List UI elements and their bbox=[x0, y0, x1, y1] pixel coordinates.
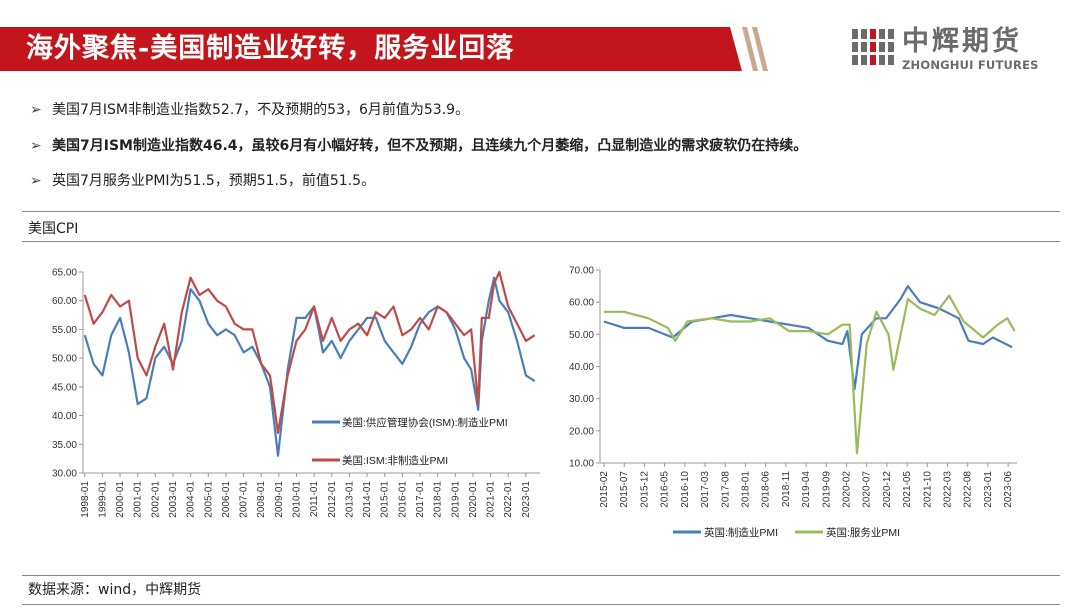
x-tick-label: 2015-01 bbox=[380, 481, 391, 518]
x-tick-label: 2016-05 bbox=[660, 471, 671, 508]
divider bbox=[22, 211, 1060, 212]
y-tick-label: 45.00 bbox=[52, 382, 77, 393]
x-tick-label: 2018-01 bbox=[433, 481, 444, 518]
x-tick-label: 2009-01 bbox=[274, 481, 285, 518]
x-tick-label: 2013-01 bbox=[344, 481, 355, 518]
series-line bbox=[603, 294, 1016, 455]
x-tick-label: 2015-07 bbox=[619, 471, 630, 508]
x-tick-label: 2014-01 bbox=[362, 481, 373, 518]
x-tick-label: 2023-01 bbox=[983, 471, 994, 508]
x-tick-label: 2019-01 bbox=[450, 481, 461, 518]
y-tick-label: 60.00 bbox=[52, 296, 77, 307]
x-tick-label: 1998-01 bbox=[80, 481, 91, 518]
logo-text-cn: 中辉期货 bbox=[902, 26, 1022, 57]
x-tick-label: 2017-01 bbox=[415, 481, 426, 518]
logo-text-en: ZHONGHUI FUTURES bbox=[902, 58, 1039, 72]
legend-label: 美国:供应管理协会(ISM):制造业PMI bbox=[342, 416, 508, 429]
x-tick-label: 2016-01 bbox=[397, 481, 408, 518]
x-tick-label: 2000-01 bbox=[115, 481, 126, 518]
x-tick-label: 2018-01 bbox=[740, 471, 751, 508]
x-tick-label: 2015-02 bbox=[599, 471, 610, 508]
x-tick-label: 2002-01 bbox=[150, 481, 161, 518]
x-tick-label: 2022-03 bbox=[943, 471, 954, 508]
x-tick-label: 2020-01 bbox=[468, 481, 479, 518]
x-tick-label: 2017-08 bbox=[720, 471, 731, 508]
x-tick-label: 2003-01 bbox=[168, 481, 179, 518]
y-tick-label: 40.00 bbox=[569, 362, 594, 373]
series-line bbox=[83, 270, 536, 434]
x-tick-label: 2023-01 bbox=[521, 481, 532, 518]
x-tick-label: 2005-01 bbox=[203, 481, 214, 518]
divider bbox=[22, 575, 1060, 576]
y-tick-label: 35.00 bbox=[52, 440, 77, 451]
x-tick-label: 2022-01 bbox=[503, 481, 514, 518]
x-tick-label: 2021-05 bbox=[902, 471, 913, 508]
bullet-item: ➢ 美国7月ISM制造业指数46.4，虽较6月有小幅好转，但不及预期，且连续九个月… bbox=[30, 135, 807, 155]
x-tick-label: 1999-01 bbox=[97, 481, 108, 518]
y-tick-label: 70.00 bbox=[569, 266, 594, 277]
y-tick-label: 10.00 bbox=[569, 459, 594, 470]
bullet-text: 美国7月ISM非制造业指数52.7，不及预期的53，6月前值为53.9。 bbox=[52, 102, 470, 118]
x-tick-label: 2022-08 bbox=[963, 471, 974, 508]
x-tick-label: 2008-01 bbox=[256, 481, 267, 518]
y-tick-label: 60.00 bbox=[569, 298, 594, 309]
bullet-text: 美国7月ISM制造业指数46.4，虽较6月有小幅好转，但不及预期，且连续九个月萎… bbox=[52, 138, 808, 154]
bullet-text: 英国7月服务业PMI为51.5，预期51.5，前值51.5。 bbox=[52, 173, 376, 189]
y-tick-label: 30.00 bbox=[569, 394, 594, 405]
section-label: 美国CPI bbox=[28, 221, 79, 237]
x-tick-label: 2019-04 bbox=[801, 471, 812, 508]
x-tick-label: 2012-01 bbox=[327, 481, 338, 518]
series-line bbox=[603, 285, 1013, 391]
bullet-arrow-icon: ➢ bbox=[30, 173, 42, 189]
x-tick-label: 2017-03 bbox=[700, 471, 711, 508]
x-tick-label: 2001-01 bbox=[133, 481, 144, 518]
x-tick-label: 2021-01 bbox=[486, 481, 497, 518]
company-logo: 中辉期货 ZHONGHUI FUTURES bbox=[852, 27, 1052, 75]
y-tick-label: 50.00 bbox=[569, 330, 594, 341]
x-tick-label: 2010-01 bbox=[292, 481, 303, 518]
series-line bbox=[83, 276, 536, 457]
x-tick-label: 2018-11 bbox=[781, 471, 792, 507]
x-tick-label: 2016-10 bbox=[680, 471, 691, 508]
x-tick-label: 2019-09 bbox=[821, 471, 832, 508]
divider bbox=[22, 604, 1060, 605]
x-tick-label: 2020-12 bbox=[882, 471, 893, 508]
legend-label: 美国:ISM:非制造业PMI bbox=[342, 454, 448, 467]
title-banner bbox=[0, 27, 742, 71]
y-tick-label: 55.00 bbox=[52, 325, 77, 336]
chart-uk-pmi: 10.00 20.00 30.00 40.00 50.00 60.00 70.00 2015-… bbox=[569, 266, 1017, 539]
x-tick-label: 2007-01 bbox=[239, 481, 250, 518]
x-tick-label: 2015-12 bbox=[639, 471, 650, 508]
x-tick-label: 2011-01 bbox=[309, 481, 320, 517]
x-tick-label: 2021-10 bbox=[922, 471, 933, 508]
data-source: 数据来源：wind，中辉期货 bbox=[28, 582, 202, 598]
x-tick-label: 2023-06 bbox=[1003, 471, 1014, 508]
y-tick-label: 40.00 bbox=[52, 411, 77, 422]
bullet-item: ➢ 美国7月ISM非制造业指数52.7，不及预期的53，6月前值为53.9。 bbox=[30, 99, 469, 119]
legend-label: 英国:制造业PMI bbox=[704, 526, 778, 539]
bullet-arrow-icon: ➢ bbox=[30, 138, 42, 154]
bullet-item: ➢ 英国7月服务业PMI为51.5，预期51.5，前值51.5。 bbox=[30, 170, 375, 190]
x-tick-label: 2004-01 bbox=[186, 481, 197, 518]
x-tick-label: 2006-01 bbox=[221, 481, 232, 518]
x-tick-label: 2020-07 bbox=[862, 471, 873, 508]
logo-mark-icon bbox=[852, 29, 894, 65]
y-tick-label: 50.00 bbox=[52, 354, 77, 365]
x-tick-label: 2018-06 bbox=[761, 471, 772, 508]
x-tick-label: 2020-02 bbox=[841, 471, 852, 508]
y-tick-label: 65.00 bbox=[52, 268, 77, 279]
chart-us-ism-pmi: 30.00 35.00 40.00 45.00 50.00 55.00 60.00 65.00… bbox=[52, 268, 540, 518]
legend-label: 英国:服务业PMI bbox=[826, 526, 900, 539]
y-tick-label: 20.00 bbox=[569, 426, 594, 437]
bullet-arrow-icon: ➢ bbox=[30, 102, 42, 118]
page-title: 海外聚焦-美国制造业好转，服务业回落 bbox=[26, 33, 515, 64]
y-tick-label: 30.00 bbox=[52, 469, 77, 480]
divider bbox=[22, 241, 1060, 242]
